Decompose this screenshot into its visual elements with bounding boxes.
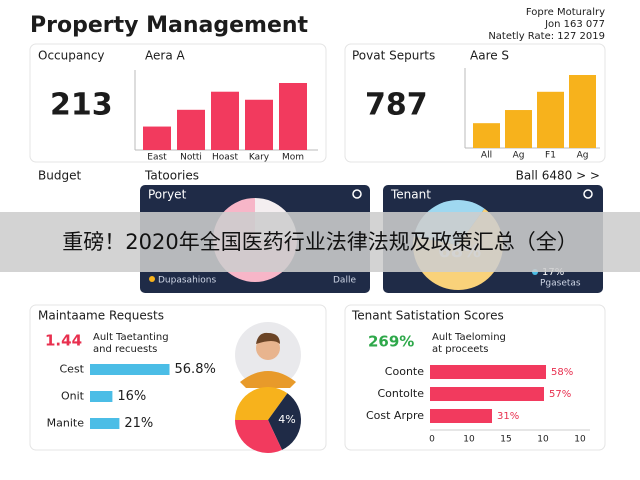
bar <box>211 91 239 150</box>
section-label: Tatoories <box>144 169 199 183</box>
meta: Fopre Moturalry <box>526 7 605 18</box>
bar <box>143 126 171 150</box>
value-label: 56.8% <box>175 362 216 377</box>
x-tick-label: Ag <box>577 151 589 161</box>
x-tick-label: All <box>481 151 492 161</box>
pie-slice <box>235 420 283 453</box>
meta: Natetly Rate: 127 2019 <box>488 31 605 42</box>
card-title: Tenant <box>390 188 431 202</box>
axis-label: 10 <box>574 435 586 445</box>
note: at proceets <box>432 344 489 355</box>
meta: Jon 163 077 <box>544 19 605 30</box>
category-label: Cest <box>60 363 85 376</box>
hbar-chart: Cest 56.8% Onit 16% Manite 21% <box>47 362 216 431</box>
card-title: Povat Sepurts <box>352 49 435 63</box>
bar-chart: All Ag F1 Ag <box>464 68 600 161</box>
bar <box>177 109 205 150</box>
avatar <box>235 322 301 388</box>
pie-chart <box>235 387 302 453</box>
hbar-chart: Coonte 58% Contolte 57% Cost Arpre 31% <box>366 365 573 423</box>
icon[interactable] <box>583 189 593 199</box>
axis-label: 0 <box>429 435 435 445</box>
x-tick-label: Ag <box>513 151 525 161</box>
category-label: Onit <box>61 390 85 403</box>
bar <box>279 83 307 150</box>
category-label: Cost Arpre <box>366 409 424 422</box>
card-title: Maintaame Requests <box>38 309 164 323</box>
card-title: Tenant Satistation Scores <box>351 309 504 323</box>
value-label: 16% <box>117 389 146 404</box>
bar <box>430 365 546 379</box>
value-label: 58% <box>551 367 573 378</box>
axis-label: 10 <box>537 435 549 445</box>
kpi: 269% <box>368 333 414 351</box>
note: Ault Taeloming <box>432 332 506 343</box>
bar <box>90 418 120 429</box>
axis: 0 10 15 10 10 <box>429 429 590 445</box>
icon[interactable] <box>352 189 362 199</box>
bar <box>537 91 564 148</box>
bar <box>505 110 532 148</box>
x-tick-label: F1 <box>545 151 556 161</box>
legend-label: Pgasetas <box>540 279 581 289</box>
bar <box>90 391 113 402</box>
x-tick-label: Mom <box>282 153 304 163</box>
x-tick-label: Hoast <box>212 153 238 163</box>
section-label[interactable]: Ball 6480 > > <box>516 169 600 183</box>
note: Ault Taetanting <box>93 332 169 343</box>
bar-chart: East Notti Hoast Kary Mom <box>134 70 318 163</box>
bar <box>569 75 596 148</box>
legend-label: Dupasahions <box>158 276 216 286</box>
note: and recuests <box>93 344 157 355</box>
banner-text: 重磅！2020年全国医药行业法律法规及政策汇总（全） <box>62 230 577 254</box>
bar <box>430 387 544 401</box>
card-title: Occupancy <box>38 49 105 63</box>
x-tick-label: East <box>147 153 167 163</box>
pie-slice <box>235 387 288 420</box>
axis-label: 15 <box>500 435 511 445</box>
kpi: 1.44 <box>45 332 82 350</box>
pie-slice <box>268 393 302 450</box>
bar <box>473 123 500 148</box>
category-label: Manite <box>47 417 85 430</box>
value-label: 57% <box>549 389 571 400</box>
bar <box>90 364 170 375</box>
legend-dot <box>149 276 155 282</box>
card-subtitle: Aera A <box>145 49 185 63</box>
page-title: Property Management <box>30 13 309 38</box>
value-label: 21% <box>124 416 153 431</box>
category-label: Contolte <box>377 387 424 400</box>
kpi: 787 <box>365 88 428 123</box>
card-subtitle: Aare S <box>470 49 509 63</box>
legend-label: Dalle <box>333 276 356 286</box>
kpi: 213 <box>50 88 113 123</box>
category-label: Coonte <box>385 365 424 378</box>
card-title: Poryet <box>148 188 187 202</box>
banner <box>0 212 640 272</box>
section-label: Budget <box>38 169 81 183</box>
legend-label: 17% <box>542 267 564 278</box>
bar <box>245 99 273 150</box>
axis-label: 10 <box>463 435 475 445</box>
value-label: 31% <box>497 411 519 422</box>
x-tick-label: Notti <box>180 153 202 163</box>
bar <box>430 409 492 423</box>
pie-label: 4% <box>278 413 295 426</box>
x-tick-label: Kary <box>249 153 270 163</box>
